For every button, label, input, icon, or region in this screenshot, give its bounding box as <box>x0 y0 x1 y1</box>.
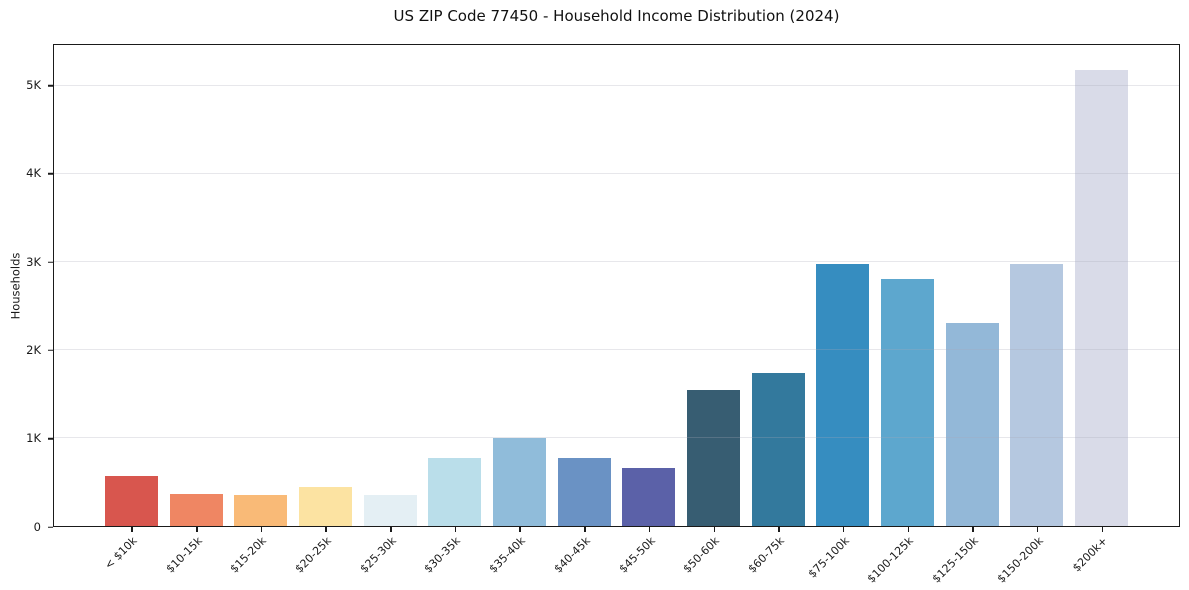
bar <box>234 494 288 526</box>
gridline <box>54 173 1179 175</box>
x-tick-label: $20-25k <box>292 534 334 576</box>
bar-slot: $150-200k <box>994 45 1070 585</box>
x-tick-mark <box>584 526 586 532</box>
x-tick-mark <box>131 526 133 532</box>
bar <box>1010 263 1064 526</box>
y-tick-label: 5K <box>26 77 41 92</box>
bar <box>104 475 158 526</box>
x-tick-label: $60-75k <box>745 534 787 576</box>
x-tick-label: $35-40k <box>486 534 528 576</box>
x-tick-label: $125-150k <box>929 534 981 586</box>
x-tick-label: $50-60k <box>680 534 723 576</box>
x-tick-mark <box>713 526 716 532</box>
x-tick-label: $25-30k <box>357 534 399 576</box>
bars-container: < $10k $10-15k $15-20k $20-25k $25-30k $30-35… <box>54 45 1179 585</box>
bar-slot: $75-100k <box>805 45 876 580</box>
x-tick-label: $75-100k <box>805 534 852 581</box>
bar <box>687 389 741 526</box>
bar-slot: < $10k <box>99 45 164 572</box>
bar <box>557 457 611 526</box>
y-tick-label: 2K <box>26 342 41 357</box>
x-tick-mark <box>519 526 521 532</box>
y-tick-mark <box>48 437 53 440</box>
gridline <box>54 261 1179 263</box>
x-tick-mark <box>842 526 845 532</box>
x-tick-label: $100-125k <box>864 534 917 586</box>
bar <box>1075 69 1129 526</box>
x-tick-label: $10-15k <box>163 534 205 576</box>
bar <box>169 493 223 526</box>
bar-slot: $15-20k <box>228 45 293 576</box>
y-tick-mark <box>48 261 53 263</box>
x-tick-label: $40-45k <box>551 534 593 576</box>
y-tick-label: 1K <box>26 430 41 445</box>
bar <box>816 264 870 526</box>
bar <box>751 372 805 526</box>
x-tick-mark <box>907 526 910 532</box>
x-tick-label: $150-200k <box>994 534 1046 586</box>
bar <box>298 487 352 526</box>
x-tick-label: < $10k <box>102 534 140 572</box>
y-tick-label: 4K <box>26 166 41 181</box>
y-tick-mark <box>48 84 53 87</box>
bar <box>945 322 999 526</box>
y-tick-mark <box>48 349 53 352</box>
plot-area: < $10k $10-15k $15-20k $20-25k $25-30k $30-35… <box>53 44 1180 585</box>
x-tick-mark <box>972 526 974 532</box>
x-tick-mark <box>260 526 263 532</box>
bar-slot: $100-125k <box>865 45 940 585</box>
y-axis: 0 1K 2K 3K 4K 5K <box>0 44 53 532</box>
x-tick-label: $200k+ <box>1070 534 1111 575</box>
bar-slot: $125-150k <box>930 45 1005 585</box>
x-tick-label: $30-35k <box>422 534 464 576</box>
y-tick-label: 3K <box>26 254 41 269</box>
bar-slot: $200k+ <box>1069 45 1134 574</box>
y-tick-label: 0 <box>33 519 41 534</box>
y-tick-mark <box>48 526 53 528</box>
gridline <box>54 349 1179 351</box>
bar-slot: $60-75k <box>745 45 811 576</box>
gridline <box>54 437 1179 439</box>
gridline <box>54 85 1179 87</box>
bar <box>622 467 676 526</box>
bar <box>428 457 482 526</box>
bar-slot: $20-25k <box>293 45 358 576</box>
bar-slot: $45-50k <box>616 45 682 576</box>
x-tick-mark <box>648 526 651 532</box>
x-tick-label: $45-50k <box>616 534 658 576</box>
bar-slot: $35-40k <box>487 45 552 576</box>
bar <box>881 278 935 526</box>
x-tick-mark <box>196 526 198 532</box>
bar <box>492 438 546 526</box>
x-tick-mark <box>325 526 327 532</box>
bar-slot: $25-30k <box>357 45 423 576</box>
y-tick-mark <box>48 173 53 175</box>
bar-slot: $50-60k <box>681 45 746 576</box>
chart-title: US ZIP Code 77450 - Household Income Dis… <box>393 7 840 25</box>
x-tick-mark <box>454 526 457 532</box>
bar-slot: $10-15k <box>163 45 229 576</box>
x-tick-mark <box>1036 526 1039 532</box>
x-tick-mark <box>390 526 392 532</box>
bar <box>363 495 417 526</box>
x-tick-mark <box>1101 526 1104 532</box>
x-tick-mark <box>778 526 780 532</box>
bar-slot: $30-35k <box>422 45 487 576</box>
bar-slot: $40-45k <box>551 45 617 576</box>
x-tick-label: $15-20k <box>227 534 270 576</box>
